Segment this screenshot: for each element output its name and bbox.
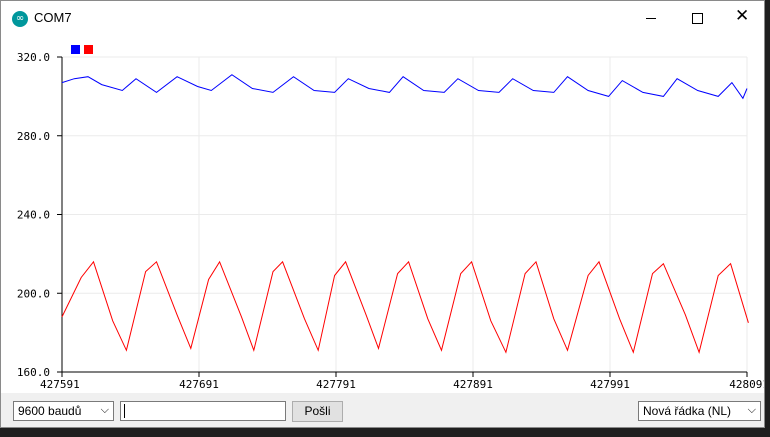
text-caret	[124, 404, 125, 418]
minimize-button[interactable]	[628, 1, 674, 36]
legend-swatch-1	[71, 45, 80, 54]
chevron-down-icon: ⌵	[747, 403, 756, 416]
y-tick-label: 240.0	[17, 209, 50, 222]
x-tick-label: 428091	[729, 378, 764, 391]
maximize-button[interactable]	[674, 1, 720, 36]
x-tick-label: 427891	[453, 378, 493, 391]
y-tick-label: 280.0	[17, 130, 50, 143]
series-line-2	[61, 260, 749, 355]
series-line-1	[61, 74, 748, 100]
minimize-icon	[646, 18, 656, 19]
legend-swatch-2	[84, 45, 93, 54]
serial-plotter-window: ∞ COM7 ✕ 320.0 280.0 240.0 200.0 160.0 427591…	[0, 0, 765, 428]
bottom-toolbar: 9600 baudů ⌵ Pošli Nová řádka (NL) ⌵	[1, 393, 764, 427]
send-input[interactable]	[120, 401, 286, 421]
arduino-icon: ∞	[12, 11, 28, 27]
x-tick-label: 427591	[40, 378, 80, 391]
x-tick-label: 427991	[590, 378, 630, 391]
plot-area: 320.0 280.0 240.0 200.0 160.0 427591 427691 427…	[1, 36, 764, 393]
maximize-icon	[692, 13, 703, 24]
line-ending-value: Nová řádka (NL)	[643, 404, 732, 418]
baud-rate-select[interactable]: 9600 baudů ⌵	[13, 401, 114, 421]
y-tick-label: 320.0	[17, 51, 50, 64]
close-icon: ✕	[735, 6, 750, 26]
line-ending-select[interactable]: Nová řádka (NL) ⌵	[638, 401, 761, 421]
window-title: COM7	[34, 10, 72, 25]
y-tick-label: 200.0	[17, 287, 50, 300]
x-tick-label: 427691	[179, 378, 219, 391]
close-button[interactable]: ✕	[720, 1, 766, 36]
send-button[interactable]: Pošli	[292, 401, 343, 422]
chevron-down-icon: ⌵	[100, 403, 109, 416]
y-tick-label: 160.0	[17, 366, 50, 379]
baud-rate-value: 9600 baudů	[18, 404, 82, 418]
title-bar[interactable]: ∞ COM7 ✕	[1, 1, 764, 36]
x-tick-label: 427791	[316, 378, 356, 391]
